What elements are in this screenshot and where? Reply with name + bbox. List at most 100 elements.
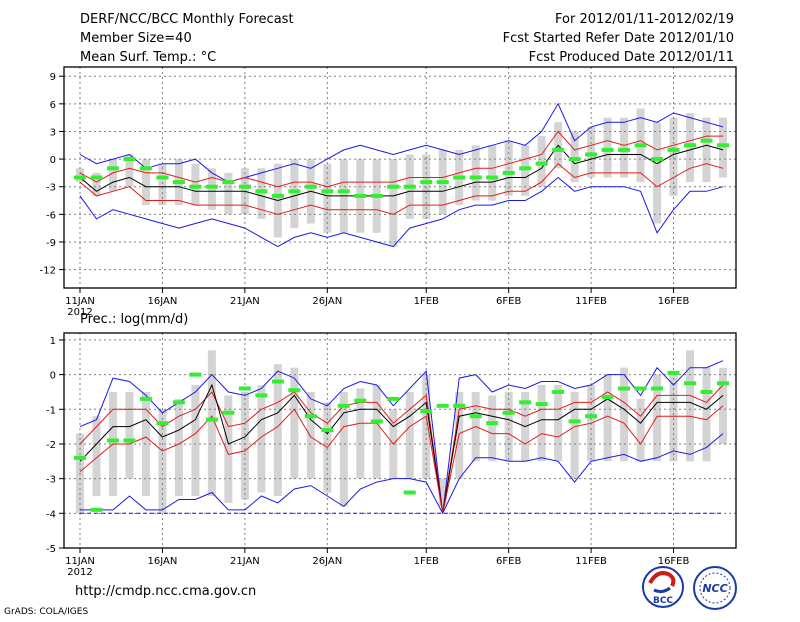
temp-ensemble-bar — [570, 131, 579, 183]
prec-observed-marker — [172, 400, 185, 405]
temp-observed-marker — [354, 193, 367, 198]
temp-observed-marker — [238, 184, 251, 189]
temp-ensemble-bar — [521, 145, 530, 196]
prec-ensemble-bar — [702, 367, 711, 462]
prec-observed-marker — [288, 388, 301, 393]
prec-observed-marker — [519, 400, 532, 405]
temp-observed-marker — [420, 180, 433, 185]
temp-observed-marker — [106, 166, 119, 171]
produced-date: Fcst Produced Date 2012/01/11 — [529, 50, 734, 65]
prec-observed-marker — [304, 414, 317, 419]
prec-observed-marker — [618, 386, 631, 391]
temp-ensemble-bar — [488, 145, 497, 201]
temp-observed-marker — [304, 184, 317, 189]
temp-observed-marker — [634, 143, 647, 148]
temp-ensemble-bar — [603, 117, 612, 178]
temp-observed-marker — [585, 152, 598, 157]
temp-observed-marker — [139, 166, 152, 171]
prec-observed-marker — [469, 414, 482, 419]
temp-observed-marker — [552, 147, 565, 152]
temp-xtick-label: 1FEB — [414, 296, 439, 307]
prec-observed-marker — [139, 396, 152, 401]
started-refer-date: Fcst Started Refer Date 2012/01/10 — [503, 31, 734, 46]
temp-ensemble-bar — [702, 117, 711, 183]
prec-ensemble-bar — [207, 350, 216, 496]
temp-observed-marker — [90, 175, 103, 180]
prec-ensemble-bar — [273, 364, 282, 496]
temp-ensemble-bar — [76, 168, 84, 183]
ncc-logo-inner-ring — [699, 572, 731, 604]
prec-observed-marker — [717, 381, 729, 386]
prec-year-label: 2012 — [67, 567, 92, 578]
temp-ensemble-bar — [719, 117, 727, 178]
prec-ensemble-bar — [686, 350, 695, 462]
temp-observed-marker — [453, 175, 466, 180]
prec-observed-marker — [601, 395, 614, 400]
temp-observed-marker — [486, 175, 499, 180]
prec-mean-line — [79, 383, 724, 514]
prec-observed-marker — [403, 490, 416, 495]
temp-observed-marker — [618, 147, 631, 152]
ncc-logo-ring — [693, 566, 737, 610]
temp-observed-marker — [271, 193, 284, 198]
prec-ensemble-bar — [158, 409, 167, 514]
temp-xtick-label: 16FEB — [658, 296, 690, 307]
prec-xtick-label: 1FEB — [414, 556, 439, 567]
bcc-logo-ring — [642, 566, 684, 608]
grads-credit: GrADS: COLA/IGES — [4, 607, 88, 617]
prec-ensemble-bar — [191, 385, 200, 496]
prec-ensemble-bar — [669, 374, 678, 462]
temp-observed-marker — [156, 175, 169, 180]
temp-ensemble-bar — [669, 117, 678, 196]
prec-xtick-label: 11JAN — [65, 556, 95, 567]
temp-ytick-label: -9 — [46, 238, 56, 249]
temp-ensemble-bar — [158, 163, 167, 206]
source-url[interactable]: http://cmdp.ncc.cma.gov.cn — [75, 584, 256, 599]
temp-ytick-label: -12 — [40, 266, 56, 277]
temp-ytick-label: 0 — [50, 155, 56, 166]
temp-observed-marker — [700, 138, 713, 143]
prec-ytick-label: -4 — [46, 509, 56, 520]
prec-observed-marker — [90, 507, 103, 512]
prec-frame — [63, 332, 737, 549]
temp-ytick-label: 6 — [50, 100, 56, 111]
temp-observed-marker — [288, 189, 301, 194]
prec-observed-marker — [420, 409, 433, 414]
prec-xtick-label: 6FEB — [496, 556, 521, 567]
temp-ensemble-bar — [290, 159, 299, 229]
prec-observed-marker — [568, 419, 581, 424]
temp-xtick-label: 26JAN — [312, 296, 342, 307]
prec-observed-marker — [337, 403, 350, 408]
temp-year-label: 2012 — [67, 307, 92, 318]
prec-observed-marker — [634, 386, 647, 391]
temp-xtick-label: 6FEB — [496, 296, 521, 307]
prec-ensemble-bar — [653, 374, 662, 462]
temp-ensemble-bar — [92, 172, 101, 196]
temp-ensemble-bar — [141, 159, 150, 206]
temp-observed-marker — [601, 147, 614, 152]
prec-observed-marker — [255, 393, 268, 398]
prec-observed-marker — [354, 398, 367, 403]
temp-ensemble-bar — [257, 168, 266, 219]
temp-p90-line — [79, 130, 723, 188]
temp-observed-marker — [321, 189, 334, 194]
temp-observed-marker — [205, 184, 218, 189]
prec-observed-marker — [651, 386, 664, 391]
forecast-period: For 2012/01/11-2012/02/19 — [555, 12, 734, 27]
temp-ensemble-bar — [471, 145, 480, 201]
prec-ensemble-bar — [422, 374, 431, 479]
prec-observed-marker — [585, 414, 598, 419]
ncc-logo-text: NCC — [702, 582, 727, 595]
prec-p90-line — [79, 384, 724, 514]
prec-ensemble-bar — [438, 478, 447, 507]
prec-ensemble-bar — [554, 385, 563, 462]
temp-observed-marker — [370, 193, 383, 198]
prec-observed-marker — [106, 438, 119, 443]
temp-ytick-label: -6 — [46, 210, 56, 221]
temp-ensemble-bar — [389, 159, 398, 247]
prec-observed-marker — [552, 389, 565, 394]
temp-ensemble-bar — [207, 168, 216, 210]
temp-observed-marker — [651, 157, 664, 162]
temp-observed-marker — [255, 189, 268, 194]
temp-mean-line — [79, 144, 724, 202]
